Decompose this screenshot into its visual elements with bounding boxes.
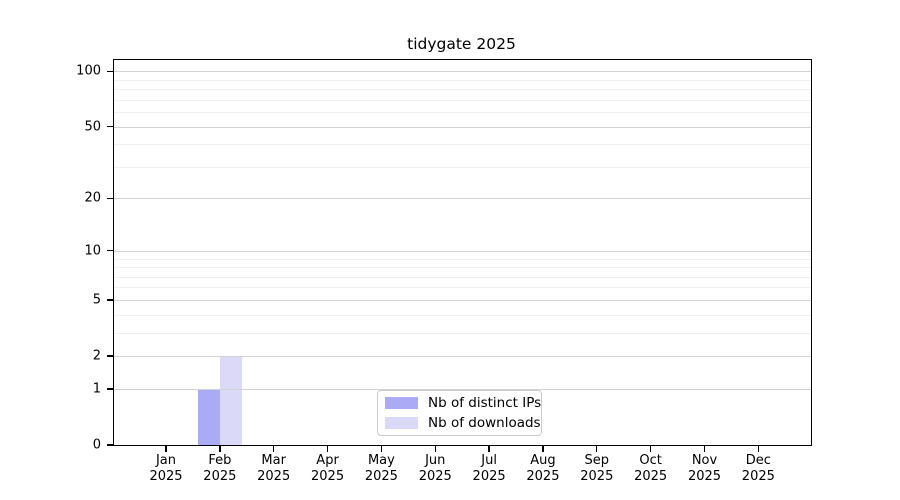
- y-tick: [106, 444, 113, 446]
- x-tick-label: Aug 2025: [526, 453, 560, 484]
- y-gridline-major: [114, 299, 811, 301]
- bar-nb-of-downloads-feb-2025: [219, 356, 242, 445]
- chart-title: tidygate 2025: [407, 35, 516, 53]
- y-gridline-minor: [114, 144, 811, 146]
- y-tick: [106, 125, 113, 128]
- x-tick-label: Jun 2025: [418, 453, 452, 484]
- y-tick: [106, 355, 113, 357]
- x-tick: [757, 446, 760, 452]
- y-gridline-minor: [114, 79, 811, 81]
- y-gridline-major: [114, 198, 811, 200]
- x-tick: [434, 446, 436, 452]
- y-gridline-minor: [114, 314, 811, 316]
- x-tick: [542, 446, 544, 452]
- y-tick-label: 100: [76, 63, 101, 79]
- y-tick: [106, 299, 113, 301]
- y-gridline-minor: [114, 332, 811, 334]
- x-tick-label: Apr 2025: [311, 453, 345, 484]
- x-tick: [326, 446, 329, 452]
- y-tick-label: 2: [92, 348, 101, 364]
- y-gridline-minor: [114, 267, 811, 269]
- x-tick: [380, 446, 383, 452]
- y-gridline-minor: [114, 112, 811, 114]
- y-gridline-minor: [114, 99, 811, 101]
- x-tick-label: Dec 2025: [741, 453, 775, 484]
- x-tick-label: Jul 2025: [472, 453, 506, 484]
- x-tick: [488, 446, 490, 452]
- bar-nb-of-distinct-ips-feb-2025: [197, 388, 220, 445]
- x-tick: [219, 446, 221, 452]
- x-tick-label: May 2025: [364, 453, 398, 484]
- y-gridline-minor: [114, 287, 811, 289]
- y-gridline-major: [114, 126, 811, 128]
- y-gridline-minor: [114, 276, 811, 278]
- x-tick: [703, 446, 706, 452]
- legend-item-distinct-ips: Nb of distinct IPs: [385, 396, 541, 410]
- x-tick: [596, 446, 598, 452]
- y-gridline-major: [114, 250, 811, 252]
- y-gridline-major: [114, 71, 811, 73]
- y-tick-label: 20: [84, 190, 101, 206]
- y-gridline-major: [114, 356, 811, 358]
- y-tick: [106, 250, 113, 252]
- x-tick-label: Nov 2025: [687, 453, 722, 484]
- x-tick: [649, 446, 652, 452]
- y-tick: [106, 388, 113, 390]
- x-tick-label: Feb 2025: [203, 453, 237, 484]
- legend-swatch-downloads: [385, 417, 418, 429]
- plot-area: Nb of distinct IPs Nb of downloads 0 1 2 5 1…: [76, 59, 812, 484]
- x-tick: [273, 446, 275, 452]
- y-tick: [106, 70, 113, 72]
- y-gridline-minor: [114, 89, 811, 91]
- x-tick-label: Oct 2025: [634, 453, 668, 484]
- legend-item-downloads: Nb of downloads: [385, 416, 541, 430]
- x-tick-label: Sep 2025: [580, 453, 614, 484]
- y-tick: [106, 197, 113, 200]
- legend: Nb of distinct IPs Nb of downloads: [377, 390, 542, 436]
- legend-label-distinct-ips: Nb of distinct IPs: [428, 395, 542, 411]
- y-tick-label: 50: [84, 119, 101, 135]
- y-tick-label: 0: [92, 437, 101, 453]
- y-gridline-major: [114, 388, 811, 390]
- y-gridline-minor: [114, 166, 811, 168]
- legend-swatch-distinct-ips: [385, 397, 418, 409]
- y-tick-label: 10: [84, 243, 101, 259]
- y-tick-label: 5: [92, 292, 101, 308]
- legend-label-downloads: Nb of downloads: [428, 415, 541, 431]
- y-tick-label: 1: [92, 381, 101, 397]
- x-tick: [165, 446, 167, 452]
- x-tick-label: Mar 2025: [257, 453, 291, 484]
- x-tick-label: Jan 2025: [149, 453, 183, 484]
- y-gridline-minor: [114, 258, 811, 260]
